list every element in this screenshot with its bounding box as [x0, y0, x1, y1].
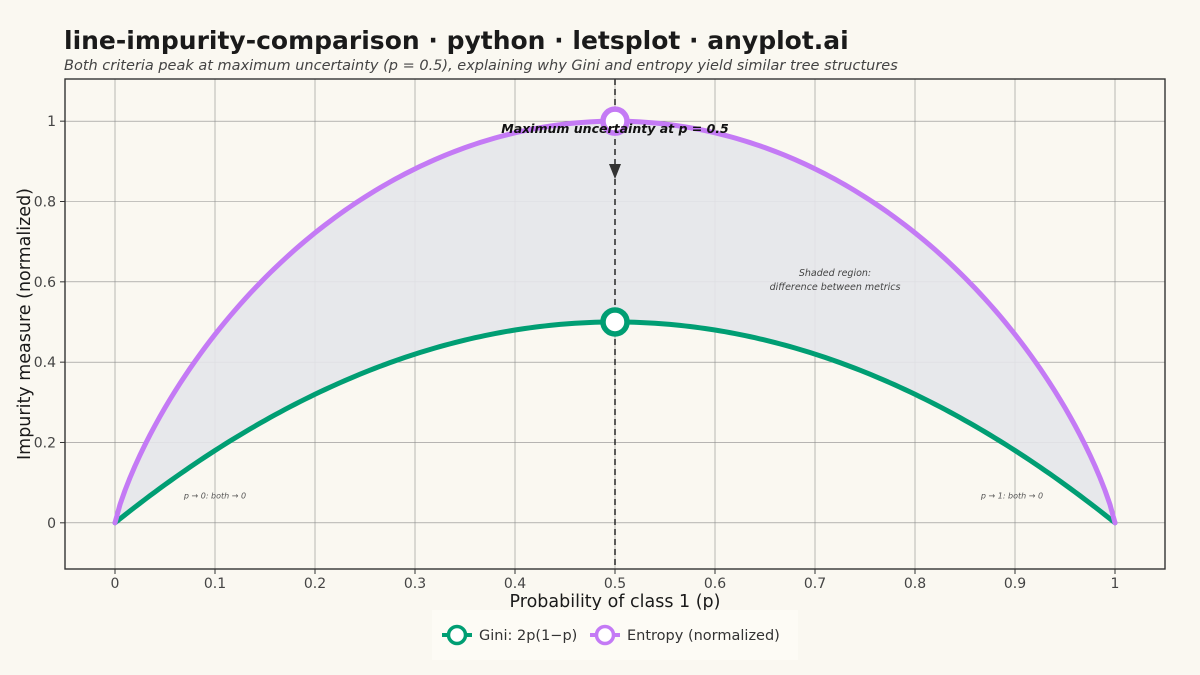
legend: Gini: 2p(1−p) Entropy (normalized)	[432, 610, 798, 660]
legend-marker	[446, 624, 468, 646]
x-tick-label: 0.3	[404, 576, 426, 592]
x-axis-label: Probability of class 1 (p)	[510, 592, 721, 612]
peak-marker-layer	[600, 106, 630, 337]
left-limit-annotation: p → 0: both → 0	[183, 492, 246, 501]
y-axis-ticks: 0 0.2 0.4 0.6 0.8 1	[34, 114, 65, 532]
annotation-arrow	[609, 164, 621, 179]
peak-marker-point	[600, 307, 630, 337]
x-tick-label: 0	[111, 576, 120, 592]
shaded-region-annotation-line1: Shaded region:	[799, 268, 871, 279]
legend-label: Entropy (normalized)	[627, 628, 780, 644]
legend-marker	[594, 624, 616, 646]
legend-items: Gini: 2p(1−p) Entropy (normalized)	[442, 624, 780, 646]
right-limit-annotation: p → 1: both → 0	[980, 492, 1043, 501]
x-tick-label: 0.6	[704, 576, 726, 592]
annotation-layer: Maximum uncertainty at p = 0.5 Shaded re…	[183, 121, 1043, 501]
y-axis-label: Impurity measure (normalized)	[15, 188, 35, 460]
y-tick-label: 0.6	[34, 275, 56, 291]
x-tick-label: 1	[1111, 576, 1120, 592]
legend-label: Gini: 2p(1−p)	[479, 628, 577, 644]
y-tick-label: 0.2	[34, 435, 56, 451]
y-tick-label: 0.4	[34, 355, 56, 371]
peak-annotation: Maximum uncertainty at p = 0.5	[501, 121, 729, 136]
x-tick-label: 0.8	[904, 576, 926, 592]
x-tick-label: 0.4	[504, 576, 526, 592]
x-tick-label: 0.7	[804, 576, 826, 592]
x-axis-ticks: 0 0.1 0.2 0.3 0.4 0.5 0.6 0.7 0.8 0.9 1	[111, 569, 1120, 592]
x-tick-label: 0.5	[604, 576, 626, 592]
x-tick-label: 0.9	[1004, 576, 1026, 592]
x-tick-label: 0.2	[304, 576, 326, 592]
y-tick-label: 1	[47, 114, 56, 130]
x-tick-label: 0.1	[204, 576, 226, 592]
peak-marker-point	[600, 106, 630, 136]
y-tick-label: 0.8	[34, 195, 56, 211]
chart-title: line-impurity-comparison · python · lets…	[64, 26, 849, 55]
chart-subtitle: Both criteria peak at maximum uncertaint…	[64, 58, 898, 74]
arrow-head	[609, 164, 621, 179]
y-tick-label: 0	[47, 516, 56, 532]
shaded-region-annotation-line2: difference between metrics	[770, 282, 901, 293]
